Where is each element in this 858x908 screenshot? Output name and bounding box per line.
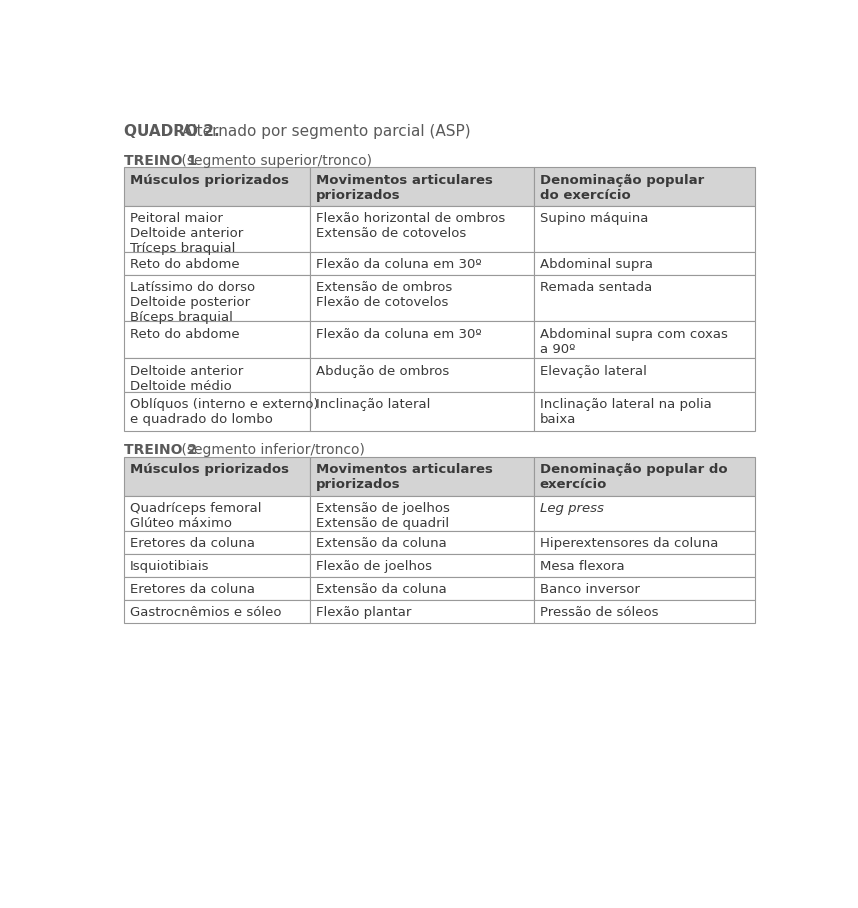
Text: Movimentos articulares
priorizados: Movimentos articulares priorizados [316,463,492,491]
Bar [124,206,311,252]
Bar [311,577,535,600]
Bar [124,321,311,359]
Bar [311,392,535,430]
Bar [124,577,311,600]
Text: Denominação popular do
exercício: Denominação popular do exercício [540,463,728,491]
Bar [311,600,535,623]
Text: Flexão da coluna em 30º: Flexão da coluna em 30º [316,328,481,340]
Bar [535,554,755,577]
Text: Quadríceps femoral
Glúteo máximo: Quadríceps femoral Glúteo máximo [130,501,261,529]
Text: Mesa flexora: Mesa flexora [540,560,625,573]
Text: Inclinação lateral na polia
baixa: Inclinação lateral na polia baixa [540,399,711,427]
Bar [535,252,755,275]
Bar [311,321,535,359]
Text: Elevação lateral: Elevação lateral [540,365,647,378]
Bar [311,252,535,275]
Bar [124,275,311,321]
Text: Extensão de joelhos
Extensão de quadril: Extensão de joelhos Extensão de quadril [316,501,450,529]
Text: Leg press: Leg press [540,501,604,515]
Text: TREINO 1: TREINO 1 [124,153,197,168]
Text: Movimentos articulares
priorizados: Movimentos articulares priorizados [316,173,492,202]
Bar [311,206,535,252]
Text: Reto do abdome: Reto do abdome [130,328,239,340]
Bar [535,206,755,252]
Bar [311,275,535,321]
Bar [311,359,535,392]
Bar [311,554,535,577]
Text: QUADRO 2.: QUADRO 2. [124,124,220,139]
Bar [124,167,311,206]
Bar [124,392,311,430]
Bar [311,531,535,554]
Text: Inclinação lateral: Inclinação lateral [316,399,430,411]
Bar [124,496,311,531]
Bar [535,359,755,392]
Bar [311,496,535,531]
Text: Denominação popular
do exercício: Denominação popular do exercício [540,173,704,202]
Text: Músculos priorizados: Músculos priorizados [130,463,289,476]
Text: Peitoral maior
Deltoide anterior
Tríceps braquial: Peitoral maior Deltoide anterior Tríceps… [130,212,243,255]
Bar [535,531,755,554]
Bar [535,321,755,359]
Text: Abdominal supra: Abdominal supra [540,259,653,271]
Text: Alternado por segmento parcial (ASP): Alternado por segmento parcial (ASP) [182,124,470,139]
Bar [124,554,311,577]
Bar [311,457,535,496]
Text: Abdominal supra com coxas
a 90º: Abdominal supra com coxas a 90º [540,328,728,356]
Text: (segmento inferior/tronco): (segmento inferior/tronco) [177,443,365,457]
Bar [535,457,755,496]
Text: Músculos priorizados: Músculos priorizados [130,173,289,187]
Text: Flexão horizontal de ombros
Extensão de cotovelos: Flexão horizontal de ombros Extensão de … [316,212,505,240]
Text: Extensão de ombros
Flexão de cotovelos: Extensão de ombros Flexão de cotovelos [316,281,452,310]
Text: TREINO 2: TREINO 2 [124,443,197,457]
Text: Flexão de joelhos: Flexão de joelhos [316,560,432,573]
Text: Eretores da coluna: Eretores da coluna [130,537,255,550]
Bar [124,252,311,275]
Bar [124,600,311,623]
Text: Eretores da coluna: Eretores da coluna [130,583,255,597]
Text: Extensão da coluna: Extensão da coluna [316,583,446,597]
Text: Oblíquos (interno e externo)
e quadrado do lombo: Oblíquos (interno e externo) e quadrado … [130,399,318,427]
Bar [311,167,535,206]
Bar [535,167,755,206]
Bar [124,457,311,496]
Text: Hiperextensores da coluna: Hiperextensores da coluna [540,537,718,550]
Bar [124,359,311,392]
Text: Remada sentada: Remada sentada [540,281,652,294]
Text: Supino máquina: Supino máquina [540,212,648,225]
Bar [535,392,755,430]
Text: (segmento superior/tronco): (segmento superior/tronco) [177,153,372,168]
Text: Deltoide anterior
Deltoide médio: Deltoide anterior Deltoide médio [130,365,243,392]
Text: Gastrocnêmios e sóleo: Gastrocnêmios e sóleo [130,607,281,619]
Bar [124,531,311,554]
Bar [535,275,755,321]
Text: Pressão de sóleos: Pressão de sóleos [540,607,658,619]
Bar [535,577,755,600]
Text: Flexão da coluna em 30º: Flexão da coluna em 30º [316,259,481,271]
Bar [535,600,755,623]
Text: Reto do abdome: Reto do abdome [130,259,239,271]
Bar [535,496,755,531]
Text: Flexão plantar: Flexão plantar [316,607,411,619]
Text: Abdução de ombros: Abdução de ombros [316,365,449,378]
Text: Banco inversor: Banco inversor [540,583,640,597]
Text: Latíssimo do dorso
Deltoide posterior
Bíceps braquial: Latíssimo do dorso Deltoide posterior Bí… [130,281,255,324]
Text: Extensão da coluna: Extensão da coluna [316,537,446,550]
Text: Isquiotibiais: Isquiotibiais [130,560,209,573]
